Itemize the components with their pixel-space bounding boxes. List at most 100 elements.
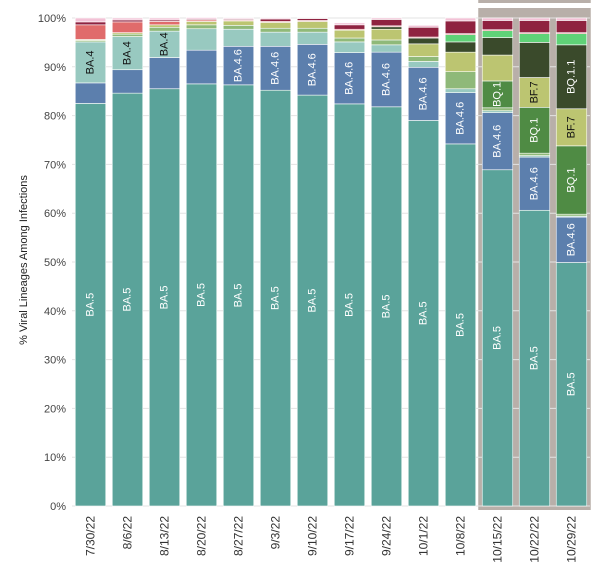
segment-label: BF.7	[529, 81, 541, 103]
x-tick-label: 8/6/22	[121, 516, 135, 550]
segment-label: BQ.1	[566, 167, 578, 192]
bar-segment	[296, 31, 329, 45]
y-axis-label: % Viral Lineages Among Infections	[18, 175, 30, 345]
bar-segment	[185, 21, 218, 26]
bar-stack	[148, 17, 181, 507]
bar-segment	[222, 84, 255, 507]
bar-stack	[296, 17, 329, 507]
bar-segment	[74, 41, 107, 84]
segment-label: BA.4.6	[233, 49, 245, 82]
segment-label: BQ.1	[529, 118, 541, 143]
bar-segment	[370, 44, 403, 53]
segment-label: BA.4	[159, 32, 171, 56]
x-tick-label: 8/20/22	[195, 516, 209, 556]
bar-segment	[296, 27, 329, 33]
x-tick-label: 9/10/22	[306, 516, 320, 556]
bar-segment	[555, 17, 588, 21]
bar-segment	[111, 21, 144, 33]
segment-label: BA.5	[196, 283, 208, 307]
segment-label: BA.5	[455, 313, 467, 337]
bar-segment	[222, 28, 255, 47]
x-tick-label: 9/24/22	[380, 516, 394, 556]
segment-labels: BA.5 BA.4 BA.5 BA.4 BA.5 BA.4 BA.5 BA.5 BA.4.6 BA…	[85, 32, 578, 396]
bar-stack	[555, 17, 588, 507]
bar-segment	[111, 92, 144, 507]
bar-segment	[407, 120, 440, 507]
bar-segment	[74, 17, 107, 23]
x-tick-label: 8/27/22	[232, 516, 246, 556]
bar-segment	[444, 41, 477, 53]
segment-label: BA.4.6	[455, 102, 467, 135]
bar-stack	[333, 22, 366, 507]
bar-segment	[259, 22, 292, 29]
bar-segment	[481, 54, 514, 82]
bar-segment	[333, 52, 366, 105]
bar-segment	[185, 17, 218, 20]
bar-segment	[185, 49, 218, 85]
bar-segment	[111, 33, 144, 37]
highlight-top-bar	[478, 0, 591, 3]
bar-stack	[185, 17, 218, 507]
bar-segment	[555, 262, 588, 507]
bar-segment	[444, 20, 477, 34]
y-tick-label: 80%	[44, 111, 66, 123]
bar-segment	[518, 156, 551, 211]
bar-segment	[148, 17, 181, 21]
bar-segment	[444, 143, 477, 507]
y-tick-label: 30%	[44, 355, 66, 367]
bar-segment	[370, 17, 403, 20]
segment-label: BA.5	[344, 293, 356, 317]
bar-segment	[444, 34, 477, 43]
y-tick-label: 20%	[44, 403, 66, 415]
bar-segment	[333, 22, 366, 26]
segment-label: BA.5	[566, 372, 578, 396]
segment-label: BA.4	[122, 41, 134, 65]
bar-segment	[518, 20, 551, 33]
bar-segment	[370, 28, 403, 41]
y-tick-label: 70%	[44, 159, 66, 171]
bar-segment	[222, 17, 255, 20]
segment-label: BA.4.6	[492, 125, 504, 158]
bar-segment	[444, 71, 477, 90]
bar-segment	[407, 37, 440, 45]
bar-segment	[407, 61, 440, 68]
bar-segment	[296, 21, 329, 29]
y-tick-label: 40%	[44, 306, 66, 318]
bar-segment	[407, 25, 440, 28]
segment-label: BA.5	[122, 288, 134, 312]
segment-label: BA.4.6	[529, 167, 541, 200]
bar-stack	[222, 17, 255, 507]
bar-segment	[259, 46, 292, 91]
segment-label: BA.5	[85, 293, 97, 317]
bar-segment	[555, 20, 588, 33]
bar-stack	[74, 17, 107, 507]
bar-segment	[259, 18, 292, 22]
bar-segment	[74, 103, 107, 507]
segment-label: BA.5	[381, 294, 393, 318]
bar-segment	[148, 26, 181, 32]
segment-label: BQ.1.1	[566, 60, 578, 94]
segment-label: BQ.1	[492, 82, 504, 107]
bar-segment	[111, 69, 144, 94]
segment-label: BA.5	[492, 326, 504, 350]
bar-segment	[407, 43, 440, 57]
bar-stack	[111, 17, 144, 507]
bar-segment	[481, 20, 514, 31]
segment-label: BA.5	[233, 283, 245, 307]
bar-stack	[259, 17, 292, 507]
bar-segment	[148, 21, 181, 26]
bar-segment	[481, 37, 514, 56]
segment-label: BA.5	[418, 301, 430, 325]
bar-segment	[555, 33, 588, 46]
bar-segment	[222, 25, 255, 30]
x-tick-label: 10/29/22	[565, 516, 579, 563]
bar-segment	[185, 28, 218, 51]
segment-label: BF.7	[566, 116, 578, 138]
bar-segment	[555, 216, 588, 263]
bar-segment	[481, 169, 514, 507]
y-tick-label: 100%	[38, 13, 66, 25]
bar-segment	[370, 106, 403, 507]
segment-label: BA.5	[270, 286, 282, 310]
x-tick-label: 7/30/22	[84, 516, 98, 556]
